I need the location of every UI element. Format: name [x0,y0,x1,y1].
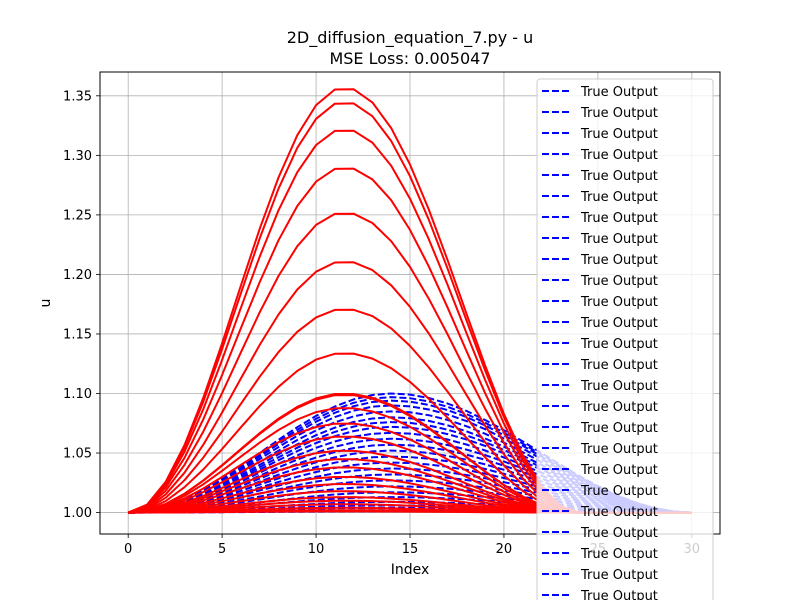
legend-entry-label: True Output [580,484,658,499]
legend-entry-label: True Output [580,85,658,100]
legend-box [536,78,714,600]
true-output-line [128,410,692,514]
legend-entry-label: True Output [580,526,658,541]
y-tick-label: 1.25 [63,208,92,223]
y-tick-label: 1.00 [63,506,92,521]
x-tick-label: 5 [218,542,226,557]
legend-entry-label: True Output [580,442,658,457]
legend-entry-label: True Output [580,379,658,394]
legend-entry-label: True Output [580,337,658,352]
x-tick-label: 15 [402,542,419,557]
legend-entry-label: True Output [580,589,658,600]
legend-entry-label: True Output [580,421,658,436]
x-tick-label: 10 [308,542,325,557]
x-tick-label: 20 [496,542,513,557]
legend-entry-label: True Output [580,295,658,310]
legend-entry-label: True Output [580,127,658,142]
x-tick-label: 0 [124,542,132,557]
y-tick-label: 1.30 [63,149,92,164]
chart-subtitle: MSE Loss: 0.005047 [329,49,490,68]
legend-entry-label: True Output [580,190,658,205]
legend-entry-label: True Output [580,358,658,373]
legend-entry-label: True Output [580,400,658,415]
legend: True Output True Output True Output True Ou… [536,78,714,600]
legend-entry-label: True Output [580,211,658,226]
y-axis-label: u [38,299,54,308]
legend-entry-label: True Output [580,169,658,184]
legend-entry-label: True Output [580,463,658,478]
legend-entry-label: True Output [580,316,658,331]
legend-entry-label: True Output [580,568,658,583]
legend-entry-label: True Output [580,274,658,289]
legend-entry-label: True Output [580,148,658,163]
y-tick-label: 1.10 [63,387,92,402]
y-tick-label: 1.15 [63,327,92,342]
y-tick-label: 1.35 [63,89,92,104]
legend-entry-label: True Output [580,232,658,247]
legend-entry-label: True Output [580,106,658,121]
x-axis-label: Index [391,562,430,578]
y-tick-label: 1.20 [63,268,92,283]
true-output-line [128,443,692,514]
chart-title: 2D_diffusion_equation_7.py - u [287,28,534,48]
y-tick-label: 1.05 [63,447,92,462]
legend-entry-label: True Output [580,253,658,268]
legend-entry-label: True Output [580,505,658,520]
true-output-line [128,399,692,514]
legend-entry-label: True Output [580,547,658,562]
